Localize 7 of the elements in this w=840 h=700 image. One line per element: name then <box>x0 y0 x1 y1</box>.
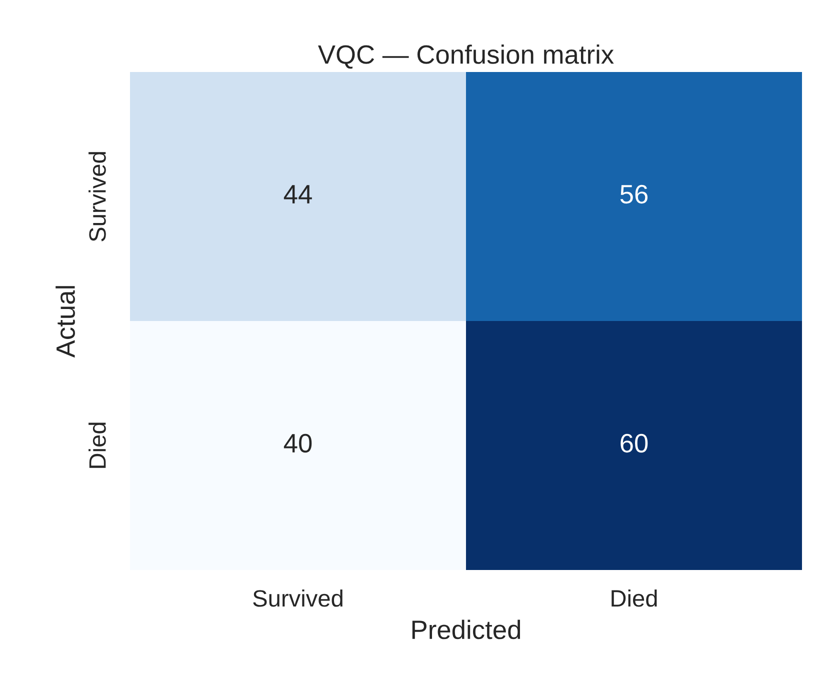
y-axis-title: Actual <box>56 286 75 358</box>
data-label: 40 <box>284 434 312 453</box>
data-label: 60 <box>620 434 648 453</box>
x-axis-title: Predicted <box>412 620 520 640</box>
data-label: 56 <box>620 184 648 204</box>
data-label: 44 <box>284 185 312 204</box>
chart-title: VQC — Confusion matrix <box>318 44 614 69</box>
